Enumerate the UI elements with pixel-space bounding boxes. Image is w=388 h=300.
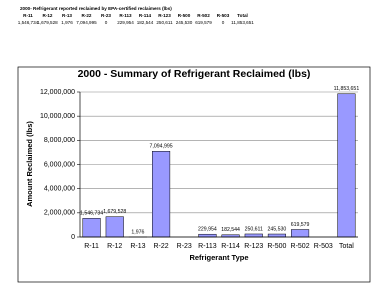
x-tick-label: R-22 — [153, 243, 168, 250]
table-cell: 7,094,995 — [76, 20, 97, 25]
bar — [82, 218, 101, 238]
table-header: R-113 — [119, 13, 132, 18]
table-cell: 250,611 — [156, 20, 173, 25]
x-tick-label: R-503 — [314, 243, 333, 250]
table-title: 2000- Refrigerant reported reclaimed by … — [20, 6, 172, 11]
table-header: R-12 — [43, 13, 53, 18]
x-tick-label: R-502 — [291, 243, 310, 250]
bar — [244, 233, 263, 238]
table-header: R-114 — [139, 13, 152, 18]
x-tick-label: R-500 — [267, 243, 286, 250]
chart-frame — [17, 66, 371, 283]
bar — [337, 93, 356, 238]
y-tick-label: 6,000,000 — [44, 161, 75, 168]
table-cell: 1,976 — [61, 20, 73, 25]
table-cell: 1,679,528 — [37, 20, 58, 25]
table-cell: 619,579 — [195, 20, 212, 25]
table-header: R-123 — [158, 13, 171, 18]
table-cell: 1,546,734 — [18, 20, 39, 25]
bar — [105, 216, 124, 238]
x-axis-label: Refrigerant Type — [189, 253, 248, 262]
value-label: 182,544 — [221, 227, 240, 233]
value-label: 619,579 — [291, 222, 310, 228]
value-label: 1,976 — [131, 229, 144, 235]
x-tick-label: R-123 — [244, 243, 263, 250]
y-tick-label: 4,000,000 — [44, 186, 75, 193]
y-tick-label: 8,000,000 — [44, 137, 75, 144]
value-label: 245,530 — [268, 226, 287, 232]
table-header: R-11 — [23, 13, 33, 18]
y-tick-label: 10,000,000 — [40, 113, 75, 120]
table-header: R-13 — [62, 13, 72, 18]
value-label: 1,546,734 — [80, 211, 103, 217]
y-tick-label: 12,000,000 — [40, 89, 75, 96]
value-label: 7,094,995 — [150, 144, 173, 150]
y-tick-label: 2,000,000 — [44, 210, 75, 217]
value-label: 229,954 — [198, 227, 217, 233]
bar — [198, 233, 217, 238]
bar — [267, 233, 286, 238]
x-tick-label: R-13 — [130, 243, 145, 250]
table-cell: 245,530 — [176, 20, 193, 25]
x-tick-label: R-114 — [221, 243, 240, 250]
table-cell: 11,853,651 — [231, 20, 254, 25]
y-tick-label: 0 — [71, 234, 75, 241]
table-header: Total — [237, 13, 248, 18]
bar — [291, 229, 310, 238]
x-tick-label: Total — [339, 243, 354, 250]
x-tick-label: R-113 — [198, 243, 217, 250]
x-tick-label: R-11 — [84, 243, 99, 250]
y-axis-label: Amount Reclaimed (lbs) — [25, 121, 34, 207]
table-header: R-22 — [82, 13, 92, 18]
table-header: R-502 — [197, 13, 210, 18]
value-label: 250,611 — [245, 226, 263, 232]
table-cell: 0 — [222, 20, 225, 25]
table-header: R-23 — [101, 13, 111, 18]
table-cell: 0 — [105, 20, 108, 25]
value-label: 11,853,651 — [334, 86, 360, 92]
value-label: 1,679,528 — [103, 209, 126, 215]
table-header: R-500 — [178, 13, 191, 18]
table-header: R-503 — [217, 13, 230, 18]
chart-title: 2000 - Summary of Refrigerant Reclaimed … — [78, 68, 311, 80]
table-cell: 229,954 — [117, 20, 134, 25]
table-cell: 182,544 — [137, 20, 154, 25]
x-tick-label: R-12 — [107, 243, 122, 250]
bar — [152, 151, 171, 238]
x-tick-label: R-23 — [177, 243, 192, 250]
